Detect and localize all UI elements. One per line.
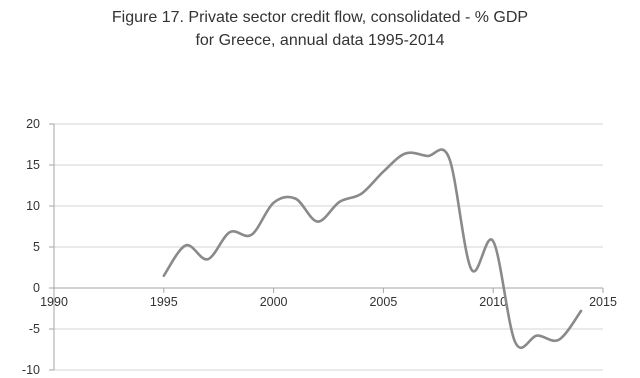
y-tick-label: -5 — [29, 322, 40, 336]
data-point — [184, 244, 187, 247]
data-point — [294, 197, 297, 200]
data-point — [404, 152, 407, 155]
data-point — [163, 274, 166, 277]
data-point — [250, 233, 253, 236]
chart-title-line-1: Figure 17. Private sector credit flow, c… — [111, 9, 529, 26]
data-point — [382, 170, 385, 173]
data-point — [316, 220, 319, 223]
y-tick-label: 0 — [33, 281, 40, 295]
data-point — [206, 258, 209, 261]
y-tick-label: 10 — [26, 199, 40, 213]
x-tick-label: 1990 — [40, 295, 68, 309]
data-point — [338, 201, 341, 204]
data-point — [228, 231, 231, 234]
y-tick-label: 20 — [26, 117, 40, 131]
data-point — [580, 310, 583, 313]
data-point — [536, 334, 539, 337]
x-tick-label: 2005 — [369, 295, 397, 309]
data-point — [360, 192, 363, 195]
data-point — [492, 240, 495, 243]
x-tick-label: 1995 — [150, 295, 178, 309]
y-tick-label: 15 — [26, 158, 40, 172]
data-point — [514, 341, 517, 344]
series-line — [162, 148, 583, 350]
x-tick-label: 2010 — [479, 295, 507, 309]
chart-title: Figure 17. Private sector credit flow, c… — [0, 6, 640, 52]
x-tick-label: 2000 — [260, 295, 288, 309]
data-point — [272, 201, 275, 204]
x-tick-label: 2015 — [589, 295, 617, 309]
data-point — [470, 268, 473, 271]
data-point — [448, 157, 451, 160]
chart-title-line-2: for Greece, annual data 1995-2014 — [195, 32, 445, 49]
data-point — [558, 338, 561, 341]
data-point — [426, 155, 429, 158]
y-tick-label: -10 — [22, 363, 40, 377]
y-tick-label: 5 — [33, 240, 40, 254]
